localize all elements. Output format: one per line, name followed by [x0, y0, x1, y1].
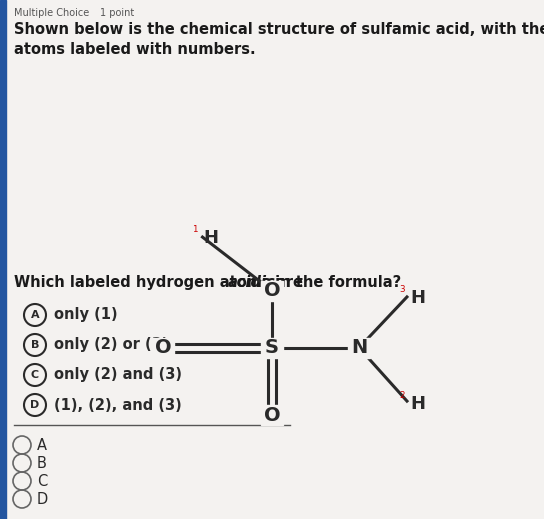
Text: only (2) and (3): only (2) and (3)	[54, 367, 182, 383]
Text: $^1$: $^1$	[193, 225, 199, 238]
Text: $^2$: $^2$	[399, 391, 406, 404]
Text: only (2) or (3): only (2) or (3)	[54, 337, 169, 352]
Text: Which labeled hydrogen atoms are: Which labeled hydrogen atoms are	[14, 275, 308, 290]
Text: 1 point: 1 point	[100, 8, 134, 18]
Text: C: C	[37, 473, 47, 488]
Text: D: D	[37, 491, 48, 507]
Text: only (1): only (1)	[54, 307, 118, 322]
Text: Multiple Choice: Multiple Choice	[14, 8, 89, 18]
Bar	[152, 338, 174, 358]
Text: O: O	[155, 338, 171, 357]
Text: H: H	[410, 395, 425, 413]
Bar	[261, 281, 283, 301]
Text: A: A	[30, 310, 39, 320]
Text: D: D	[30, 400, 40, 410]
Text: O: O	[264, 406, 280, 425]
Text: O: O	[264, 281, 280, 300]
Bar	[0, 0, 6, 519]
Text: H: H	[410, 289, 425, 307]
Text: (1), (2), and (3): (1), (2), and (3)	[54, 398, 182, 413]
Text: H: H	[203, 229, 218, 247]
Text: B: B	[37, 456, 47, 471]
Text: N: N	[351, 338, 367, 357]
Bar	[348, 338, 370, 358]
Text: B: B	[31, 340, 39, 350]
Text: A: A	[37, 438, 47, 453]
Text: $^3$: $^3$	[399, 285, 406, 298]
Text: Shown below is the chemical structure of sulfamic acid, with the hydrogen: Shown below is the chemical structure of…	[14, 22, 544, 37]
Bar	[261, 405, 283, 425]
Text: atoms labeled with numbers.: atoms labeled with numbers.	[14, 42, 256, 57]
Bar	[261, 338, 283, 358]
Text: S: S	[265, 338, 279, 357]
Text: C: C	[31, 370, 39, 380]
Text: in the formula?: in the formula?	[270, 275, 401, 290]
Text: acidic: acidic	[228, 275, 276, 290]
